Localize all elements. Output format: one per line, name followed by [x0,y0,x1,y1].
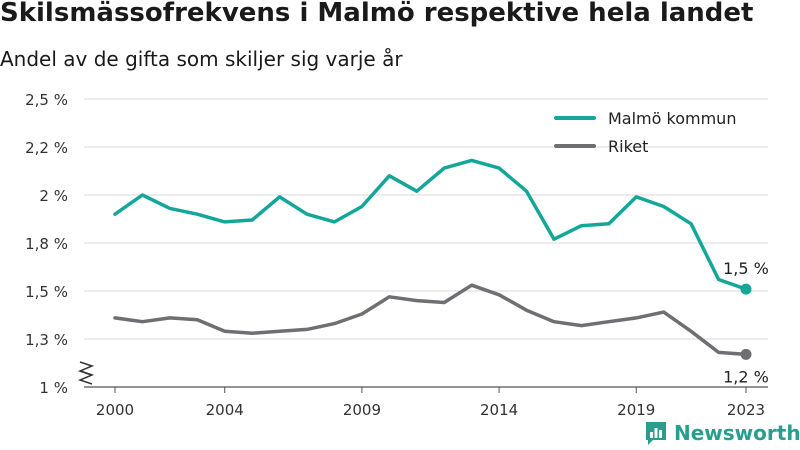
x-tick-label: 2023 [727,401,765,419]
x-tick-label: 2009 [343,401,381,419]
y-tick-label: 1 % [39,379,68,397]
x-tick-label: 2014 [480,401,518,419]
y-tick-label: 1,5 % [25,283,68,301]
chart-subtitle: Andel av de gifta som skiljer sig varje … [0,47,403,71]
series-end-point [740,348,752,360]
end-data-label: 1,5 % [723,259,769,278]
bar-chart-logo-icon [646,422,666,445]
series-line-riket [113,283,748,357]
y-tick-label: 2,5 % [25,91,68,109]
axis-break-icon [77,370,95,385]
chart-title: Skilsmässofrekvens i Malmö respektive he… [0,0,754,28]
x-tick-label: 2004 [206,401,244,419]
x-tick-label: 2000 [96,401,134,419]
legend-label: Malmö kommun [608,109,736,128]
x-tick-label: 2019 [617,401,655,419]
series-line-malmo [113,158,748,291]
y-tick-label: 1,3 % [25,331,68,349]
y-tick-label: 2 % [39,187,68,205]
y-tick-label: 2,2 % [25,139,68,157]
newsworthy-logo: Newsworthy [644,418,800,448]
y-tick-label: 1,8 % [25,235,68,253]
legend-label: Riket [608,137,648,156]
series-end-point [740,283,752,295]
end-data-label: 1,2 % [723,367,769,386]
brand-name: Newsworthy [674,421,800,445]
